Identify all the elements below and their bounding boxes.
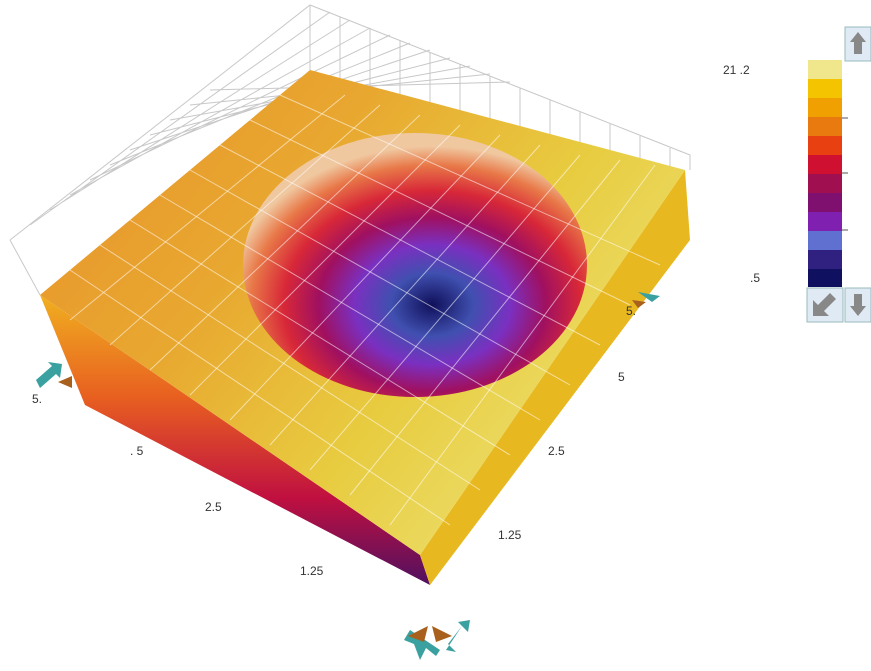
colorbar-max: 21 .2 (723, 63, 750, 77)
left-axis-label: . 5 (130, 444, 144, 458)
handle-left-b[interactable] (58, 376, 72, 388)
right-axis-label: 5 (618, 370, 625, 384)
left-axis-label: 5. (32, 392, 42, 406)
colorbar (808, 60, 848, 287)
right-axis-label: 5. (626, 304, 636, 318)
right-axis-label: 2.5 (548, 444, 565, 458)
surface-view: 21 .2 .5 5. . 5 2.5 1.25 5. 5 2.5 1.25 (0, 0, 871, 671)
colorbar-min: .5 (750, 271, 760, 285)
handle-left[interactable] (36, 362, 62, 388)
handle-bottom-d[interactable] (432, 626, 452, 642)
right-axis-label: 1.25 (498, 528, 522, 542)
left-axis-label: 1.25 (300, 564, 324, 578)
left-axis-label: 2.5 (205, 500, 222, 514)
